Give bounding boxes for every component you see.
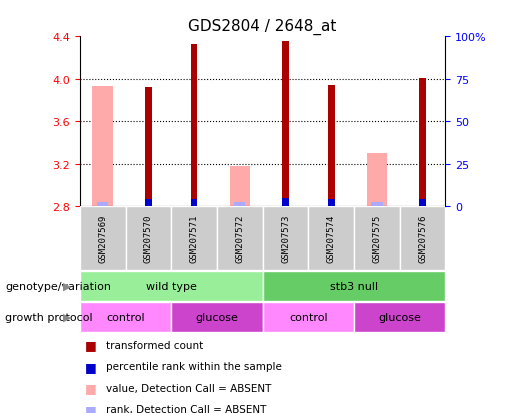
Text: ■: ■ [85, 381, 97, 394]
Bar [234, 202, 246, 206]
FancyBboxPatch shape [263, 206, 308, 271]
Bar [419, 78, 426, 206]
Text: ■: ■ [85, 360, 97, 373]
Text: GSM207571: GSM207571 [190, 214, 199, 263]
Text: ▶: ▶ [63, 281, 71, 291]
Title: GDS2804 / 2648_at: GDS2804 / 2648_at [188, 18, 337, 34]
Text: GSM207572: GSM207572 [235, 214, 244, 263]
Text: ▶: ▶ [63, 312, 71, 322]
FancyBboxPatch shape [80, 271, 263, 301]
FancyBboxPatch shape [263, 271, 445, 301]
Text: GSM207574: GSM207574 [327, 214, 336, 263]
FancyBboxPatch shape [126, 206, 171, 271]
Text: glucose: glucose [196, 312, 238, 322]
Bar [97, 202, 108, 206]
Text: glucose: glucose [379, 312, 421, 322]
Bar [282, 41, 289, 207]
FancyBboxPatch shape [354, 302, 445, 332]
Text: control: control [106, 312, 145, 322]
Text: wild type: wild type [146, 281, 197, 291]
Bar [145, 88, 152, 206]
Bar [367, 154, 387, 206]
Bar [191, 199, 197, 206]
Bar [328, 86, 335, 206]
Text: percentile rank within the sample: percentile rank within the sample [106, 361, 282, 371]
Text: GSM207573: GSM207573 [281, 214, 290, 263]
FancyBboxPatch shape [80, 302, 171, 332]
Text: ■: ■ [85, 338, 97, 351]
Text: GSM207575: GSM207575 [372, 214, 382, 263]
Bar [328, 199, 335, 206]
FancyBboxPatch shape [354, 206, 400, 271]
Text: transformed count: transformed count [106, 340, 203, 350]
FancyBboxPatch shape [171, 302, 263, 332]
Text: stb3 null: stb3 null [330, 281, 378, 291]
Bar [191, 45, 197, 206]
Text: GSM207576: GSM207576 [418, 214, 427, 263]
Text: genotype/variation: genotype/variation [5, 281, 111, 291]
Text: ■: ■ [85, 403, 97, 413]
FancyBboxPatch shape [400, 206, 445, 271]
Text: GSM207570: GSM207570 [144, 214, 153, 263]
Bar [230, 166, 250, 206]
FancyBboxPatch shape [308, 206, 354, 271]
Bar [282, 198, 289, 206]
Text: control: control [289, 312, 328, 322]
Bar [371, 202, 383, 206]
Text: growth protocol: growth protocol [5, 312, 93, 322]
FancyBboxPatch shape [80, 206, 126, 271]
Text: GSM207569: GSM207569 [98, 214, 107, 263]
Bar [92, 87, 113, 206]
FancyBboxPatch shape [171, 206, 217, 271]
FancyBboxPatch shape [217, 206, 263, 271]
FancyBboxPatch shape [263, 302, 354, 332]
Bar [145, 199, 152, 206]
Bar [419, 199, 426, 206]
Text: value, Detection Call = ABSENT: value, Detection Call = ABSENT [106, 383, 271, 393]
Text: rank, Detection Call = ABSENT: rank, Detection Call = ABSENT [106, 404, 266, 413]
